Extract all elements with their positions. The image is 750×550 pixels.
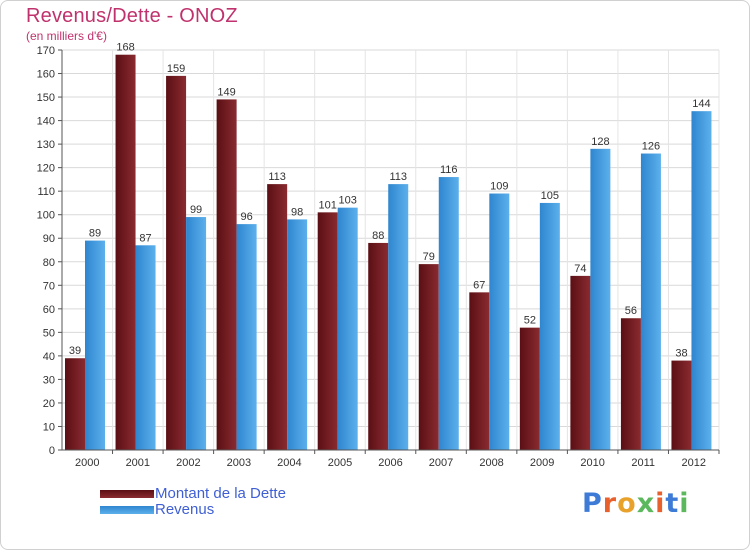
bar-revenus bbox=[590, 148, 611, 450]
y-tick-label: 130 bbox=[37, 139, 55, 151]
y-tick-label: 170 bbox=[37, 45, 55, 57]
data-label-debt: 74 bbox=[574, 263, 586, 275]
logo-letter: i bbox=[679, 488, 690, 519]
x-tick-label: 2001 bbox=[126, 457, 150, 469]
y-tick-label: 0 bbox=[49, 445, 55, 457]
y-tick-label: 50 bbox=[43, 327, 55, 339]
y-tick-label: 60 bbox=[43, 304, 55, 316]
bar-debt bbox=[418, 264, 439, 450]
bar-debt bbox=[368, 242, 389, 450]
x-tick-label: 2005 bbox=[328, 457, 352, 469]
y-tick-label: 80 bbox=[43, 257, 55, 269]
data-label-revenus: 99 bbox=[190, 204, 202, 216]
bar-revenus bbox=[85, 240, 105, 450]
data-label-debt: 38 bbox=[675, 348, 687, 360]
bar-revenus bbox=[438, 177, 459, 450]
x-tick-label: 2004 bbox=[277, 457, 301, 469]
legend-label-revenus: Revenus bbox=[155, 501, 215, 518]
data-label-revenus: 105 bbox=[541, 190, 559, 202]
bar-debt bbox=[671, 360, 692, 450]
bar-revenus bbox=[388, 184, 409, 450]
bar-debt bbox=[115, 54, 136, 451]
bar-revenus bbox=[640, 153, 661, 450]
x-tick-label: 2010 bbox=[580, 457, 604, 469]
chart-title: Revenus/Dette - ONOZ bbox=[26, 5, 238, 27]
data-label-revenus: 116 bbox=[440, 164, 458, 176]
logo-letter: r bbox=[602, 488, 618, 519]
y-tick-label: 40 bbox=[43, 351, 55, 363]
y-tick-label: 160 bbox=[37, 69, 55, 81]
bar-debt bbox=[570, 275, 591, 450]
logo-letter: o bbox=[617, 488, 637, 519]
bar-revenus bbox=[539, 202, 560, 450]
data-label-revenus: 126 bbox=[642, 141, 660, 153]
bar-debt bbox=[166, 75, 187, 450]
data-label-debt: 101 bbox=[319, 199, 337, 211]
y-tick-label: 20 bbox=[43, 398, 55, 410]
bar-revenus bbox=[489, 193, 510, 450]
y-tick-label: 110 bbox=[37, 186, 55, 198]
x-tick-label: 2011 bbox=[631, 457, 655, 469]
data-label-revenus: 87 bbox=[139, 232, 151, 244]
chart-subtitle: (en milliers d'€) bbox=[26, 29, 107, 43]
data-label-revenus: 144 bbox=[692, 98, 710, 110]
x-tick-label: 2006 bbox=[378, 457, 402, 469]
data-label-revenus: 96 bbox=[240, 211, 252, 223]
data-label-debt: 79 bbox=[423, 251, 435, 263]
data-label-debt: 67 bbox=[473, 279, 485, 291]
data-label-revenus: 113 bbox=[389, 171, 407, 183]
logo-letter: P bbox=[582, 488, 603, 519]
logo-letter: t bbox=[665, 488, 680, 519]
x-tick-label: 2008 bbox=[479, 457, 503, 469]
logo-letter: x bbox=[636, 488, 656, 519]
bar-revenus bbox=[135, 245, 156, 450]
data-label-revenus: 103 bbox=[339, 195, 357, 207]
data-label-debt: 39 bbox=[69, 345, 81, 357]
legend-label-debt: Montant de la Dette bbox=[155, 485, 286, 502]
x-tick-label: 2003 bbox=[227, 457, 251, 469]
y-tick-label: 30 bbox=[43, 374, 55, 386]
x-tick-label: 2002 bbox=[176, 457, 200, 469]
y-tick-label: 90 bbox=[43, 233, 55, 245]
data-label-revenus: 109 bbox=[490, 181, 508, 193]
logo-letter: i bbox=[655, 488, 666, 519]
bar-debt bbox=[267, 184, 288, 450]
legend-swatch-revenus bbox=[100, 506, 154, 514]
data-label-debt: 56 bbox=[625, 305, 637, 317]
bar-debt bbox=[317, 212, 338, 450]
x-tick-label: 2009 bbox=[530, 457, 554, 469]
y-tick-label: 120 bbox=[37, 163, 55, 175]
data-label-debt: 113 bbox=[268, 171, 286, 183]
data-label-revenus: 128 bbox=[591, 136, 609, 148]
data-label-debt: 159 bbox=[167, 63, 185, 75]
y-tick-label: 100 bbox=[37, 210, 55, 222]
data-label-revenus: 89 bbox=[89, 228, 101, 240]
bar-debt bbox=[519, 327, 540, 450]
data-label-debt: 52 bbox=[524, 315, 536, 327]
y-tick-label: 10 bbox=[43, 421, 55, 433]
bar-debt bbox=[469, 292, 490, 450]
bar-debt bbox=[65, 358, 85, 450]
bar-revenus bbox=[337, 207, 358, 450]
x-tick-label: 2007 bbox=[429, 457, 453, 469]
bar-revenus bbox=[236, 224, 257, 450]
bar-debt bbox=[216, 99, 237, 450]
data-label-debt: 88 bbox=[372, 230, 384, 242]
x-tick-label: 2000 bbox=[75, 457, 99, 469]
data-label-revenus: 98 bbox=[291, 206, 303, 218]
data-label-debt: 149 bbox=[217, 86, 235, 98]
bar-revenus bbox=[287, 219, 308, 450]
legend-swatch-debt bbox=[100, 490, 154, 498]
bar-revenus bbox=[186, 217, 207, 450]
y-tick-label: 140 bbox=[37, 116, 55, 128]
x-tick-label: 2012 bbox=[681, 457, 705, 469]
proxiti-logo: Proxiti bbox=[582, 488, 690, 519]
bar-debt bbox=[620, 318, 641, 450]
y-tick-label: 150 bbox=[37, 92, 55, 104]
y-tick-label: 70 bbox=[43, 280, 55, 292]
bar-revenus bbox=[691, 111, 712, 451]
data-label-debt: 168 bbox=[116, 42, 134, 54]
